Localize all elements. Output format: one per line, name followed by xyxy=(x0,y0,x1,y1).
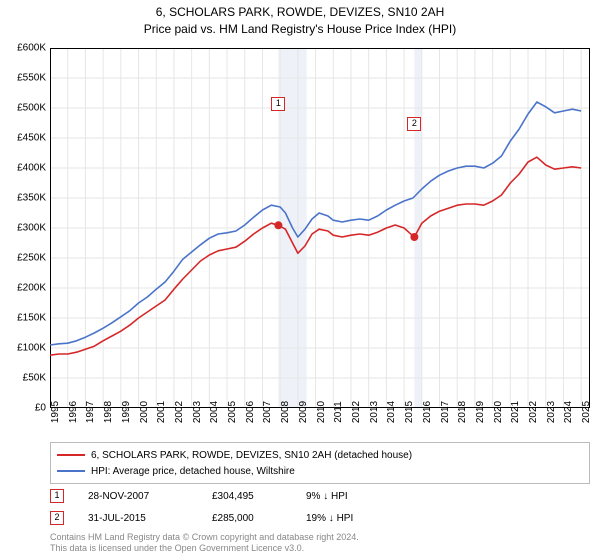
y-tick-label: £350K xyxy=(17,193,46,204)
x-tick-label: 2022 xyxy=(528,401,539,423)
y-tick-label: £450K xyxy=(17,133,46,144)
legend-label: 6, SCHOLARS PARK, ROWDE, DEVIZES, SN10 2… xyxy=(91,450,412,461)
x-tick-label: 2005 xyxy=(227,401,238,423)
footer-line1: Contains HM Land Registry data © Crown c… xyxy=(50,532,590,543)
y-tick-label: £600K xyxy=(17,43,46,54)
y-tick-label: £0 xyxy=(35,403,46,414)
sale-delta: 9% ↓ HPI xyxy=(306,491,396,502)
x-tick-label: 2017 xyxy=(440,401,451,423)
sale-row: 2 31-JUL-2015 £285,000 19% ↓ HPI xyxy=(50,507,590,529)
x-tick-label: 2001 xyxy=(156,401,167,423)
legend-item: HPI: Average price, detached house, Wilt… xyxy=(57,463,583,479)
sale-date: 28-NOV-2007 xyxy=(88,491,188,502)
sale-marker-1: 1 xyxy=(271,97,285,111)
x-tick-label: 1996 xyxy=(68,401,79,423)
legend-label: HPI: Average price, detached house, Wilt… xyxy=(91,466,295,477)
y-tick-label: £500K xyxy=(17,103,46,114)
x-tick-label: 2014 xyxy=(386,401,397,423)
y-tick-label: £250K xyxy=(17,253,46,264)
sale-price: £285,000 xyxy=(212,513,282,524)
title-line2: Price paid vs. HM Land Registry's House … xyxy=(0,21,600,38)
x-tick-label: 2020 xyxy=(493,401,504,423)
x-tick-label: 2012 xyxy=(351,401,362,423)
y-tick-label: £400K xyxy=(17,163,46,174)
y-tick-label: £150K xyxy=(17,313,46,324)
footer-line2: This data is licensed under the Open Gov… xyxy=(50,543,590,554)
x-tick-label: 2006 xyxy=(245,401,256,423)
x-tick-label: 2013 xyxy=(369,401,380,423)
sale-price: £304,495 xyxy=(212,491,282,502)
down-arrow-icon: ↓ xyxy=(329,513,334,524)
x-tick-label: 2015 xyxy=(404,401,415,423)
sale-marker-2: 2 xyxy=(407,117,421,131)
x-tick-label: 2025 xyxy=(581,401,592,423)
legend-item: 6, SCHOLARS PARK, ROWDE, DEVIZES, SN10 2… xyxy=(57,447,583,463)
x-tick-label: 1999 xyxy=(121,401,132,423)
legend-swatch xyxy=(57,454,85,456)
sale-marker-box: 2 xyxy=(50,511,64,525)
x-tick-label: 1995 xyxy=(50,401,61,423)
x-tick-label: 2010 xyxy=(316,401,327,423)
x-tick-label: 2018 xyxy=(457,401,468,423)
chart-svg xyxy=(50,48,590,408)
sale-delta: 19% ↓ HPI xyxy=(306,513,396,524)
y-tick-label: £100K xyxy=(17,343,46,354)
x-tick-label: 2002 xyxy=(174,401,185,423)
y-tick-label: £300K xyxy=(17,223,46,234)
attribution-footer: Contains HM Land Registry data © Crown c… xyxy=(50,532,590,554)
x-tick-label: 1998 xyxy=(103,401,114,423)
x-tick-label: 2003 xyxy=(192,401,203,423)
x-tick-label: 1997 xyxy=(85,401,96,423)
x-tick-label: 2016 xyxy=(422,401,433,423)
sales-table: 1 28-NOV-2007 £304,495 9% ↓ HPI 2 31-JUL-2015… xyxy=(50,485,590,529)
y-tick-label: £50K xyxy=(23,373,46,384)
x-tick-label: 2021 xyxy=(510,401,521,423)
x-tick-label: 2023 xyxy=(546,401,557,423)
down-arrow-icon: ↓ xyxy=(323,491,328,502)
price-chart: £0£50K£100K£150K£200K£250K£300K£350K£400… xyxy=(50,48,590,408)
x-tick-label: 2019 xyxy=(475,401,486,423)
sale-row: 1 28-NOV-2007 £304,495 9% ↓ HPI xyxy=(50,485,590,507)
y-tick-label: £550K xyxy=(17,73,46,84)
x-tick-label: 2011 xyxy=(333,401,344,423)
x-tick-label: 2000 xyxy=(139,401,150,423)
x-tick-label: 2007 xyxy=(262,401,273,423)
sale-date: 31-JUL-2015 xyxy=(88,513,188,524)
x-tick-label: 2009 xyxy=(298,401,309,423)
legend: 6, SCHOLARS PARK, ROWDE, DEVIZES, SN10 2… xyxy=(50,442,590,484)
sale-marker-box: 1 xyxy=(50,489,64,503)
title-line1: 6, SCHOLARS PARK, ROWDE, DEVIZES, SN10 2… xyxy=(0,4,600,21)
x-tick-label: 2024 xyxy=(563,401,574,423)
legend-swatch xyxy=(57,470,85,472)
y-tick-label: £200K xyxy=(17,283,46,294)
x-tick-label: 2008 xyxy=(280,401,291,423)
x-tick-label: 2004 xyxy=(209,401,220,423)
